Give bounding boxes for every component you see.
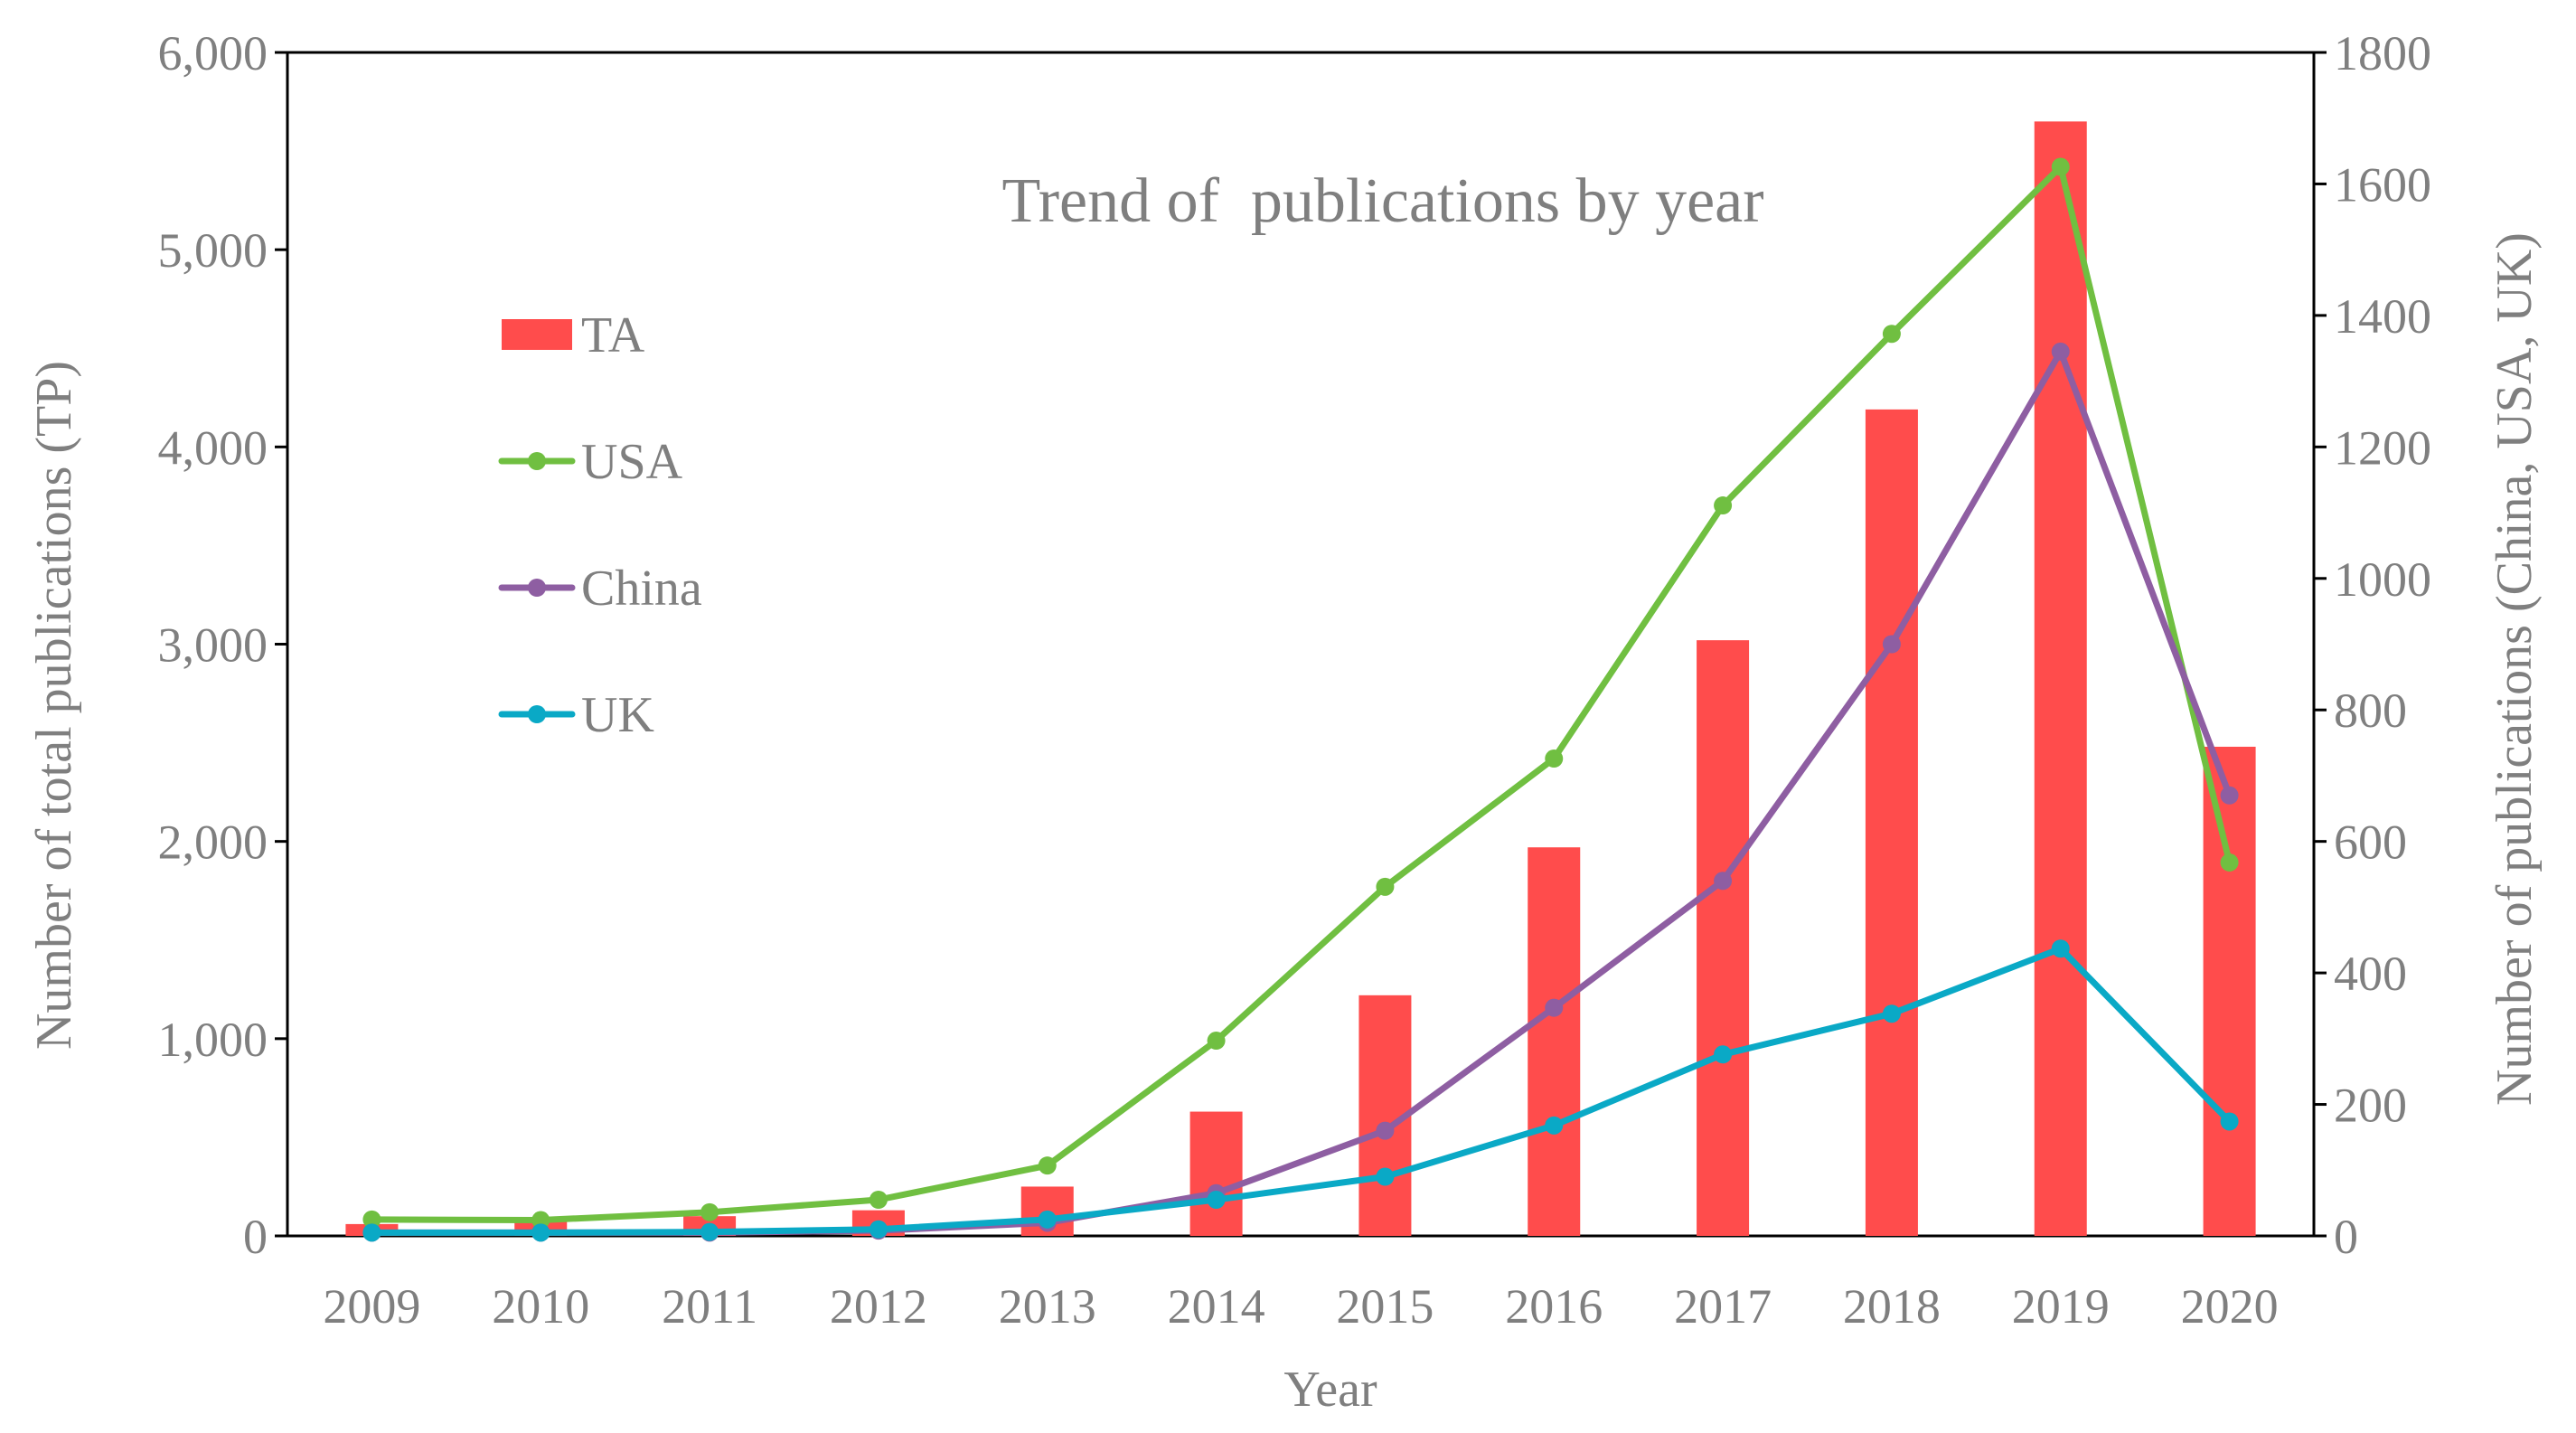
x-tick-label-2012: 2012 [830,1279,927,1334]
x-axis-ticks: 2009 2010 2011 2012 2013 2014 2015 2016 2017 2018… [323,1279,2278,1334]
bar-ta-2016 [1528,847,1581,1236]
legend-label-uk: UK [581,687,654,743]
left-tick-label: 6,000 [158,26,268,80]
point-uk-2010 [531,1223,550,1242]
right-tick-label: 1800 [2334,26,2431,80]
x-tick-label-2009: 2009 [323,1279,420,1334]
point-usa-2020 [2220,853,2239,872]
bar-ta-2019 [2034,121,2087,1236]
x-tick-label-2020: 2020 [2181,1279,2279,1334]
point-uk-2009 [362,1223,381,1242]
bar-ta-2020 [2203,746,2256,1236]
left-tick-label: 5,000 [158,223,268,278]
left-tick-label: 4,000 [158,420,268,475]
legend: TA USA China UK [498,307,702,743]
point-usa-2016 [1545,749,1564,768]
point-china-2018 [1882,635,1901,654]
right-tick-label: 600 [2334,815,2407,870]
legend-label-usa: USA [581,434,683,490]
point-usa-2015 [1376,877,1395,896]
right-tick-label: 800 [2334,684,2407,738]
left-axis-ticks: 0 1,000 2,000 3,000 4,000 5,000 6,000 [158,26,287,1264]
legend-swatch-ta [502,319,572,350]
point-china-2016 [1545,998,1564,1017]
point-uk-2015 [1376,1167,1395,1186]
left-axis-title: Number of total publications (TP) [26,361,82,1050]
point-china-2017 [1714,872,1733,891]
legend-marker-usa [528,452,546,470]
legend-label-ta: TA [581,307,645,363]
point-usa-2011 [700,1202,719,1221]
right-tick-label: 1400 [2334,289,2431,344]
point-usa-2010 [531,1211,550,1230]
x-tick-label-2010: 2010 [492,1279,589,1334]
point-usa-2017 [1714,496,1733,515]
point-uk-2020 [2220,1112,2239,1131]
x-tick-label-2016: 2016 [1505,1279,1603,1334]
point-uk-2012 [869,1220,888,1239]
right-axis-ticks: 0 200 400 600 800 1000 1200 1400 1600 1800 [2314,26,2431,1264]
left-tick-label: 2,000 [158,815,268,870]
point-uk-2014 [1207,1191,1226,1210]
x-tick-label-2013: 2013 [999,1279,1096,1334]
x-tick-label-2011: 2011 [662,1279,757,1334]
point-uk-2013 [1038,1210,1057,1229]
point-china-2019 [2051,342,2070,361]
right-tick-label: 1200 [2334,420,2431,475]
point-usa-2018 [1882,325,1901,344]
bar-ta-2018 [1865,409,1918,1236]
left-tick-label: 0 [243,1210,268,1264]
right-tick-label: 1600 [2334,157,2431,212]
x-tick-label-2019: 2019 [2012,1279,2110,1334]
point-usa-2012 [869,1191,888,1210]
point-uk-2017 [1714,1045,1733,1064]
line-uk [368,945,2233,1236]
legend-marker-uk [528,705,546,723]
x-tick-label-2018: 2018 [1843,1279,1941,1334]
left-tick-label: 1,000 [158,1013,268,1067]
point-uk-2018 [1882,1004,1901,1023]
chart-title: Trend of publications by year [1001,166,1763,236]
point-china-2020 [2220,786,2239,805]
x-tick-label-2015: 2015 [1336,1279,1434,1334]
point-uk-2016 [1545,1116,1564,1135]
x-axis-title: Year [1283,1362,1377,1418]
point-usa-2013 [1038,1156,1057,1175]
legend-marker-china [528,579,546,597]
point-uk-2011 [700,1222,719,1241]
right-tick-label: 0 [2334,1210,2358,1264]
x-tick-label-2017: 2017 [1674,1279,1772,1334]
point-usa-2019 [2051,157,2070,176]
x-tick-label-2014: 2014 [1168,1279,1265,1334]
right-tick-label: 1000 [2334,552,2431,607]
right-tick-label: 400 [2334,947,2407,1001]
legend-label-china: China [581,561,702,617]
bar-ta-2017 [1697,640,1750,1236]
line-series-group [362,157,2239,1242]
bar-series-group [345,121,2256,1236]
line-usa [368,164,2233,1224]
point-usa-2014 [1207,1032,1226,1051]
point-uk-2019 [2051,939,2070,958]
right-axis-title: Number of publications (China, USA, UK) [2487,232,2543,1106]
right-tick-label: 200 [2334,1079,2407,1133]
bar-ta-2014 [1189,1111,1243,1236]
point-china-2015 [1376,1121,1395,1140]
point-usa-2009 [362,1210,381,1229]
left-tick-label: 3,000 [158,618,268,673]
